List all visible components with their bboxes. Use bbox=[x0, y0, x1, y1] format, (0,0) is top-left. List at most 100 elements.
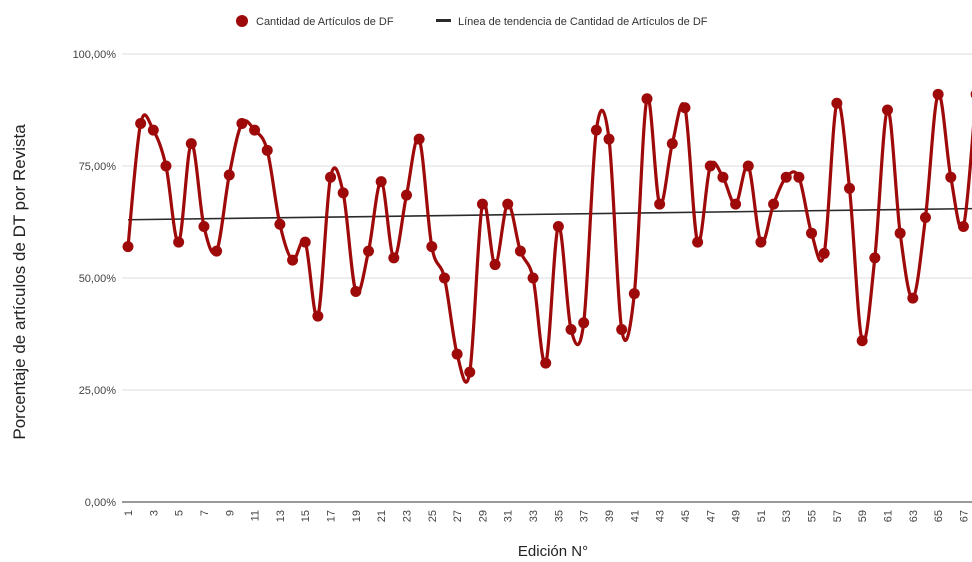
data-point bbox=[274, 218, 286, 230]
data-point bbox=[704, 160, 716, 172]
data-point bbox=[236, 117, 248, 129]
x-tick-label: 21 bbox=[376, 510, 388, 522]
data-point bbox=[489, 259, 501, 271]
data-point bbox=[603, 133, 615, 145]
data-point bbox=[578, 317, 590, 329]
data-point bbox=[768, 198, 780, 210]
data-point bbox=[565, 324, 577, 336]
series-line bbox=[126, 92, 972, 384]
data-point bbox=[363, 245, 375, 257]
data-point bbox=[147, 124, 159, 136]
x-tick-label: 3 bbox=[148, 510, 160, 516]
data-point bbox=[818, 247, 830, 259]
x-tick-label: 19 bbox=[351, 510, 363, 522]
data-point bbox=[844, 182, 856, 194]
x-tick-label: 25 bbox=[427, 510, 439, 522]
y-tick-label: 100,00% bbox=[73, 49, 117, 61]
data-point bbox=[552, 220, 564, 232]
y-axis-label: Porcentaje de artículos de DT por Revist… bbox=[10, 124, 29, 440]
data-point bbox=[945, 171, 957, 183]
x-tick-label: 11 bbox=[250, 510, 262, 521]
data-point bbox=[375, 176, 387, 188]
x-tick-label: 61 bbox=[882, 510, 894, 522]
data-point bbox=[211, 245, 223, 257]
data-point bbox=[413, 133, 425, 145]
legend-label-trendline: Línea de tendencia de Cantidad de Artícu… bbox=[458, 16, 708, 28]
data-point bbox=[527, 272, 539, 284]
data-point bbox=[616, 324, 628, 336]
data-point bbox=[679, 102, 691, 114]
data-point bbox=[831, 97, 843, 109]
x-tick-label: 51 bbox=[756, 510, 768, 522]
data-point bbox=[160, 160, 172, 172]
data-point bbox=[590, 124, 602, 136]
data-point bbox=[540, 357, 552, 369]
data-point bbox=[628, 288, 640, 300]
legend-marker-trendline bbox=[436, 19, 451, 22]
data-point bbox=[185, 138, 197, 150]
y-tick-label: 75,00% bbox=[79, 161, 117, 173]
data-series bbox=[122, 88, 972, 384]
data-point bbox=[122, 241, 134, 253]
x-tick-label: 13 bbox=[275, 510, 287, 522]
x-axis-ticks: 1 3 5 7 9 11 13 15 17 19 21 23 25 27 29 31 33 35 37 39 41 43 4… bbox=[123, 510, 970, 522]
x-tick-label: 33 bbox=[528, 510, 540, 522]
data-point bbox=[730, 198, 742, 210]
trendline bbox=[127, 207, 972, 221]
x-tick-label: 41 bbox=[629, 510, 641, 522]
data-point bbox=[350, 285, 362, 297]
data-point bbox=[907, 292, 919, 304]
x-tick-label: 29 bbox=[477, 510, 489, 522]
data-point bbox=[793, 171, 805, 183]
x-tick-label: 31 bbox=[503, 510, 515, 522]
x-tick-label: 9 bbox=[224, 510, 236, 516]
data-point bbox=[135, 117, 147, 129]
x-tick-label: 7 bbox=[199, 510, 211, 516]
data-point bbox=[780, 171, 792, 183]
data-point bbox=[173, 236, 185, 248]
data-point bbox=[400, 189, 412, 201]
data-point bbox=[957, 220, 969, 232]
data-point bbox=[894, 227, 906, 239]
data-point bbox=[198, 220, 210, 232]
x-tick-label: 15 bbox=[300, 510, 312, 522]
data-point bbox=[464, 366, 476, 378]
legend-label-series: Cantidad de Artículos de DF bbox=[256, 16, 394, 28]
data-point bbox=[755, 236, 767, 248]
data-point bbox=[881, 104, 893, 116]
x-tick-label: 23 bbox=[401, 510, 413, 522]
x-tick-label: 63 bbox=[908, 510, 920, 522]
data-point bbox=[502, 198, 514, 210]
data-point bbox=[451, 348, 463, 360]
x-tick-label: 53 bbox=[781, 510, 793, 522]
data-point bbox=[806, 227, 818, 239]
data-point bbox=[287, 254, 299, 266]
x-tick-label: 57 bbox=[832, 510, 844, 522]
trendline-series bbox=[127, 207, 972, 221]
x-tick-label: 39 bbox=[604, 510, 616, 522]
data-point bbox=[514, 245, 526, 257]
data-point bbox=[299, 236, 311, 248]
data-point bbox=[476, 198, 488, 210]
x-axis-label: Edición N° bbox=[518, 543, 588, 560]
legend-marker-series bbox=[236, 15, 248, 27]
data-point bbox=[641, 93, 653, 105]
data-point bbox=[869, 252, 881, 264]
data-point bbox=[223, 169, 235, 181]
data-point bbox=[666, 138, 678, 150]
x-tick-label: 45 bbox=[680, 510, 692, 522]
data-point bbox=[388, 252, 400, 264]
x-tick-label: 55 bbox=[807, 510, 819, 522]
data-point bbox=[742, 160, 754, 172]
data-point bbox=[312, 310, 324, 322]
x-tick-label: 37 bbox=[579, 510, 591, 522]
y-tick-label: 0,00% bbox=[85, 497, 116, 509]
x-tick-label: 59 bbox=[857, 510, 869, 522]
x-tick-label: 47 bbox=[705, 510, 717, 522]
x-tick-label: 43 bbox=[655, 510, 667, 522]
y-axis-ticks: 0,00% 25,00% 50,00% 75,00% 100,00% bbox=[73, 49, 117, 509]
x-tick-label: 1 bbox=[123, 510, 135, 516]
y-tick-label: 25,00% bbox=[79, 385, 117, 397]
data-point bbox=[692, 236, 704, 248]
